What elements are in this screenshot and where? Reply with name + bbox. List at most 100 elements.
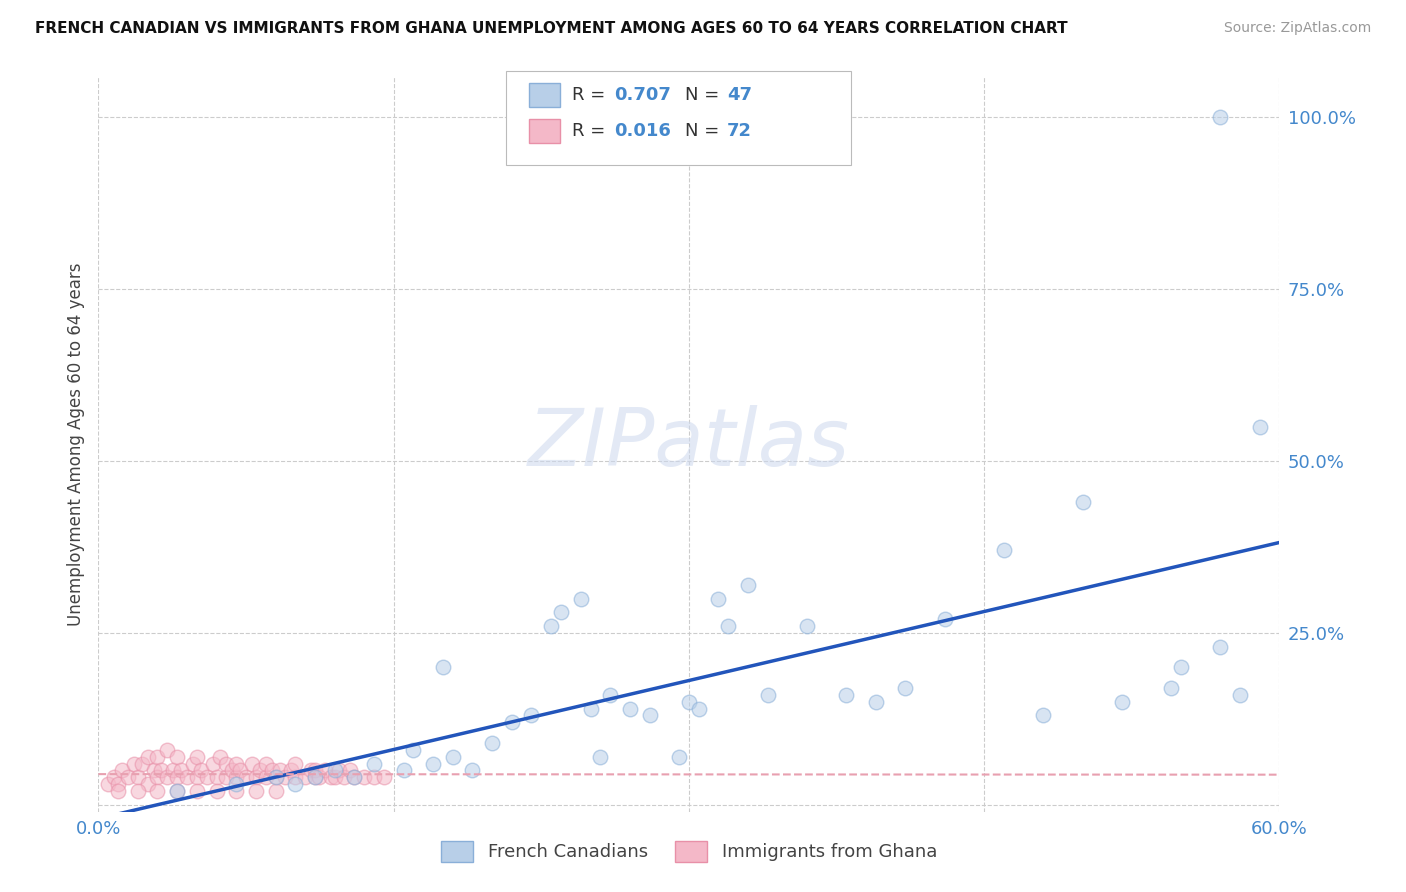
Point: [195, 770, 218, 784]
Point: [314, 764, 336, 778]
Point: [569, 591, 592, 606]
Point: [225, 756, 247, 771]
Point: [166, 784, 188, 798]
Text: N =: N =: [685, 87, 724, 104]
Point: [215, 756, 238, 771]
Point: [319, 770, 342, 784]
Point: [737, 578, 759, 592]
Point: [402, 743, 425, 757]
Point: [638, 708, 661, 723]
Point: [1249, 419, 1271, 434]
Point: [304, 770, 326, 784]
Point: [668, 749, 690, 764]
Text: ZIPatlas: ZIPatlas: [527, 405, 851, 483]
Point: [432, 660, 454, 674]
Point: [166, 770, 188, 784]
Point: [934, 612, 956, 626]
Point: [146, 749, 169, 764]
Point: [264, 770, 287, 784]
Point: [274, 770, 297, 784]
Point: [205, 770, 228, 784]
Point: [304, 764, 326, 778]
Point: [520, 708, 543, 723]
Point: [103, 770, 125, 784]
Text: N =: N =: [685, 122, 724, 140]
Point: [254, 770, 277, 784]
Point: [333, 770, 356, 784]
Point: [894, 681, 917, 695]
Point: [353, 770, 375, 784]
Point: [343, 770, 366, 784]
Point: [150, 764, 173, 778]
Point: [97, 777, 120, 791]
Point: [796, 619, 818, 633]
Point: [181, 756, 204, 771]
Point: [284, 777, 307, 791]
Point: [166, 749, 188, 764]
Text: Source: ZipAtlas.com: Source: ZipAtlas.com: [1223, 21, 1371, 35]
Point: [162, 764, 184, 778]
Point: [229, 764, 252, 778]
Point: [260, 764, 283, 778]
Point: [215, 770, 238, 784]
Text: 0.707: 0.707: [614, 87, 671, 104]
Point: [186, 749, 208, 764]
Point: [131, 756, 153, 771]
Point: [1111, 695, 1133, 709]
Point: [142, 764, 165, 778]
Text: R =: R =: [572, 122, 612, 140]
Text: 72: 72: [727, 122, 752, 140]
Point: [269, 764, 291, 778]
Point: [225, 777, 247, 791]
Point: [328, 764, 350, 778]
Point: [363, 756, 385, 771]
Point: [589, 749, 612, 764]
Point: [156, 743, 179, 757]
Point: [284, 756, 307, 771]
Point: [461, 764, 484, 778]
Point: [540, 619, 562, 633]
Point: [1032, 708, 1054, 723]
Point: [107, 784, 129, 798]
Point: [176, 770, 198, 784]
Point: [205, 784, 228, 798]
Legend: French Canadians, Immigrants from Ghana: French Canadians, Immigrants from Ghana: [433, 834, 945, 869]
Point: [107, 777, 129, 791]
Point: [1229, 688, 1251, 702]
Point: [245, 770, 267, 784]
Text: 0.016: 0.016: [614, 122, 671, 140]
Point: [441, 749, 464, 764]
Point: [240, 756, 263, 771]
Point: [117, 770, 139, 784]
Point: [1170, 660, 1192, 674]
Text: FRENCH CANADIAN VS IMMIGRANTS FROM GHANA UNEMPLOYMENT AMONG AGES 60 TO 64 YEARS : FRENCH CANADIAN VS IMMIGRANTS FROM GHANA…: [35, 21, 1067, 36]
Point: [339, 764, 361, 778]
Point: [1209, 110, 1232, 124]
Point: [304, 770, 326, 784]
Point: [136, 749, 159, 764]
Point: [254, 756, 277, 771]
Point: [299, 764, 322, 778]
Point: [146, 784, 169, 798]
Point: [245, 784, 267, 798]
Point: [186, 770, 208, 784]
Point: [323, 770, 346, 784]
Point: [717, 619, 740, 633]
Point: [835, 688, 858, 702]
Point: [225, 784, 247, 798]
Point: [235, 770, 257, 784]
Point: [166, 784, 188, 798]
Point: [993, 543, 1015, 558]
Point: [111, 764, 134, 778]
Point: [1209, 640, 1232, 654]
Point: [619, 701, 641, 715]
Point: [707, 591, 730, 606]
Point: [127, 784, 149, 798]
Point: [209, 749, 232, 764]
Point: [249, 764, 271, 778]
Point: [599, 688, 621, 702]
Point: [201, 756, 224, 771]
Point: [688, 701, 710, 715]
Point: [170, 764, 193, 778]
Point: [481, 736, 503, 750]
